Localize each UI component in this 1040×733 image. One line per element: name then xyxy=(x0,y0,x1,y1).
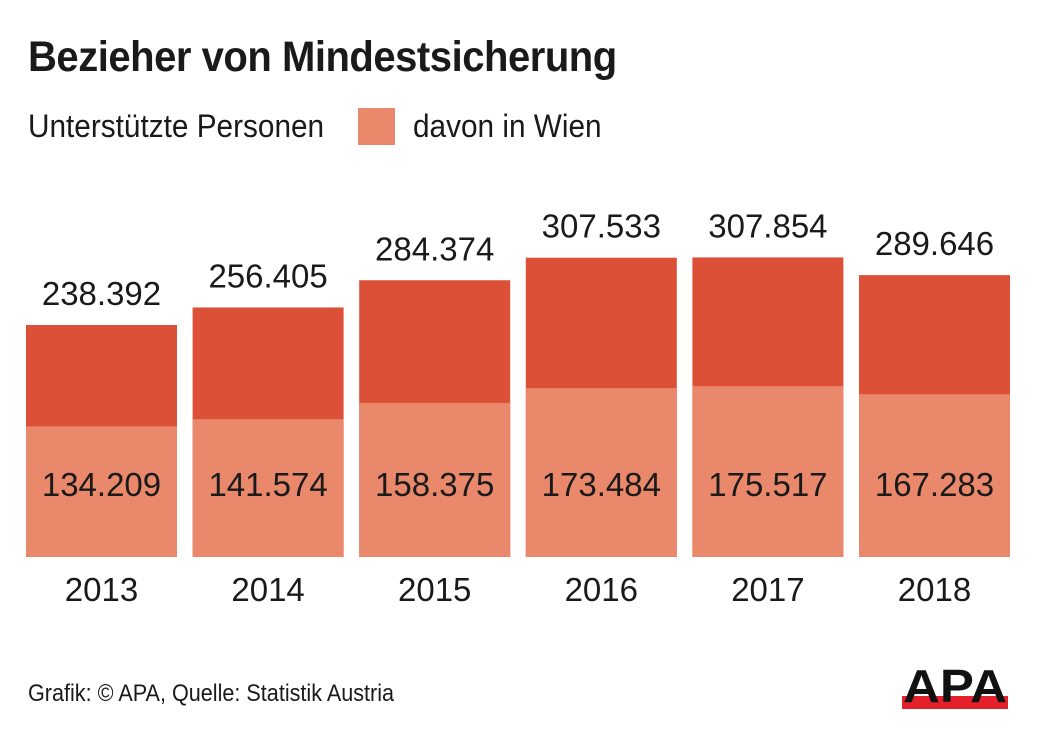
source-credit: Grafik: © APA, Quelle: Statistik Austria xyxy=(28,680,395,707)
x-tick-label-2017: 2017 xyxy=(731,571,804,608)
data-label-total-2016: 307.533 xyxy=(542,208,661,245)
bar-vienna-2017 xyxy=(692,386,844,557)
data-label-vienna-2018: 167.283 xyxy=(875,466,994,503)
x-tick-label-2014: 2014 xyxy=(231,571,304,608)
data-label-total-2018: 289.646 xyxy=(875,225,994,262)
legend: Unterstützte Personen davon in Wien xyxy=(28,106,616,146)
data-label-total-2015: 284.374 xyxy=(375,230,494,267)
bar-vienna-2015 xyxy=(359,402,511,557)
legend-label-vienna: davon in Wien xyxy=(413,107,602,144)
data-label-total-2017: 307.854 xyxy=(708,207,827,244)
data-label-vienna-2015: 158.375 xyxy=(375,466,494,503)
data-label-total-2013: 238.392 xyxy=(42,275,161,312)
data-label-vienna-2016: 173.484 xyxy=(542,466,661,503)
logo-red-band xyxy=(902,696,1008,709)
chart-title: Bezieher von Mindestsicherung xyxy=(28,33,617,81)
data-label-vienna-2014: 141.574 xyxy=(208,466,327,503)
x-tick-label-2018: 2018 xyxy=(898,571,971,608)
x-tick-label-2015: 2015 xyxy=(398,571,471,608)
bar-vienna-2014 xyxy=(192,419,344,557)
x-tick-label-2016: 2016 xyxy=(565,571,638,608)
logo-text: APA xyxy=(903,660,1007,712)
legend-label-total: Unterstützte Personen xyxy=(28,107,325,144)
legend-swatch-vienna xyxy=(358,107,396,145)
data-label-vienna-2013: 134.209 xyxy=(42,466,161,503)
bar-vienna-2016 xyxy=(525,388,677,557)
x-tick-label-2013: 2013 xyxy=(65,571,138,608)
bar-vienna-2013 xyxy=(26,426,177,557)
bar-vienna-2018 xyxy=(859,394,1010,557)
data-label-total-2014: 256.405 xyxy=(208,257,327,294)
data-label-vienna-2017: 175.517 xyxy=(708,466,827,503)
apa-logo: APA xyxy=(902,660,1008,712)
bar-chart: 238.392 134.209 2013 256.405 141.574 2014 284.… xyxy=(26,207,1010,608)
